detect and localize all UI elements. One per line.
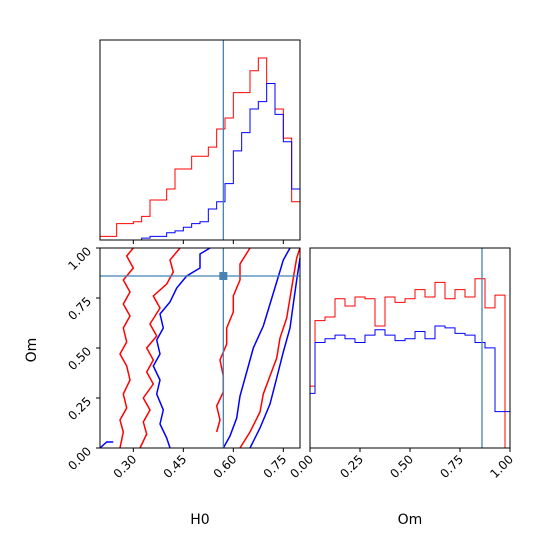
om-y-tick-label: 0.75 — [65, 294, 94, 323]
joint-axis-ticks: 0.30 0.45 0.60 0.75 0.00 0.25 0.50 0.75 1.00 — [65, 244, 289, 481]
contour-red-0 — [119, 247, 135, 449]
om-y-tick-label: 1.00 — [65, 244, 94, 273]
contour-red-2 — [215, 247, 251, 433]
contour-red-1 — [139, 247, 181, 449]
om-x-tick-label: 0.00 — [287, 452, 316, 481]
hist-om-marks — [309, 248, 511, 449]
x-axis-label-om: Om — [398, 512, 423, 528]
h0-x-tick-label: 0.75 — [261, 452, 290, 481]
h0-x-tick-label: 0.30 — [111, 452, 140, 481]
contour-blue-7 — [249, 257, 301, 449]
y-axis-label-om: Om — [24, 338, 40, 363]
om-x-tick-label: 0.50 — [387, 452, 416, 481]
om-y-tick-label: 0.00 — [65, 444, 94, 473]
h0-x-tick-label: 0.45 — [161, 452, 190, 481]
om-x-tick-label: 0.25 — [337, 452, 366, 481]
contour-blue-5 — [152, 247, 211, 449]
contour-blue-4 — [99, 441, 114, 449]
joint-contour-marks — [99, 247, 301, 449]
joint-frame — [99, 247, 301, 449]
h0-x-tick-label: 0.60 — [211, 452, 240, 481]
om-y-tick-label: 0.50 — [65, 344, 94, 373]
joint-h0-om-panel: 0.30 0.45 0.60 0.75 0.00 0.25 0.50 0.75 1.00 — [65, 244, 301, 481]
hist-om-frame — [309, 247, 511, 449]
joint-truth-marker — [219, 272, 228, 280]
hist-h0-marks — [99, 40, 301, 244]
hist-om-panel: 0.00 0.25 0.50 0.75 1.00 — [287, 247, 516, 481]
om-x-tick-label: 1.00 — [487, 452, 516, 481]
hist-om-series-blue — [309, 325, 511, 448]
om-x-tick-label: 0.75 — [437, 452, 466, 481]
hist-h0-series-red — [99, 57, 301, 240]
x-axis-label-h0: H0 — [190, 512, 209, 528]
hist-h0-series-blue — [100, 82, 301, 241]
om-axis-ticks: 0.00 0.25 0.50 0.75 1.00 — [287, 448, 516, 481]
contour-red-3 — [239, 247, 301, 449]
hist-h0-frame — [99, 39, 301, 241]
om-y-tick-label: 0.25 — [65, 394, 94, 423]
hist-h0-panel — [99, 39, 301, 244]
hist-om-series-red — [309, 278, 510, 449]
contour-blue-6 — [222, 247, 291, 449]
